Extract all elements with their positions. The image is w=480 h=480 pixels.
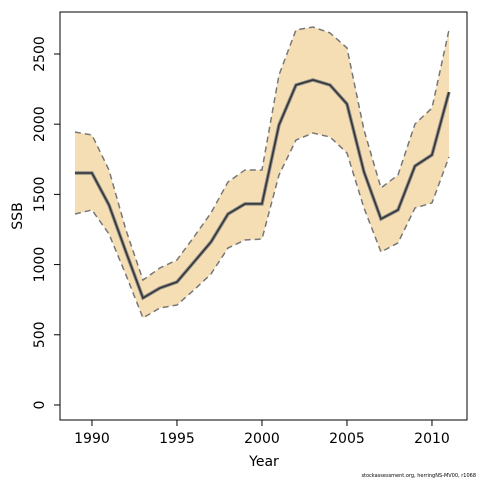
ssb-line xyxy=(74,79,450,300)
y-tick-label: 1500 xyxy=(32,177,48,213)
footer: stockassessment.org, herringNS-MV00, r10… xyxy=(361,473,476,479)
confidence-band xyxy=(74,27,449,318)
upper-bound xyxy=(74,26,450,282)
y-tick-label: 2000 xyxy=(32,106,48,142)
x-axis-label: Year xyxy=(248,454,279,470)
y-tick-label: 2500 xyxy=(32,36,48,72)
y-tick-label: 0 xyxy=(32,401,48,410)
y-tick-label: 1000 xyxy=(32,247,48,283)
lower-bound xyxy=(74,132,450,320)
x-tick-label: 1990 xyxy=(74,431,110,447)
plot-frame xyxy=(59,11,468,421)
x-tick-label: 2000 xyxy=(244,431,280,447)
y-axis-label: SSB xyxy=(10,202,26,229)
x-tick-label: 2005 xyxy=(329,431,365,447)
x-tick-label: 2010 xyxy=(414,431,450,447)
y-tick-label: 500 xyxy=(32,321,48,348)
x-tick-label: 1995 xyxy=(159,431,195,447)
